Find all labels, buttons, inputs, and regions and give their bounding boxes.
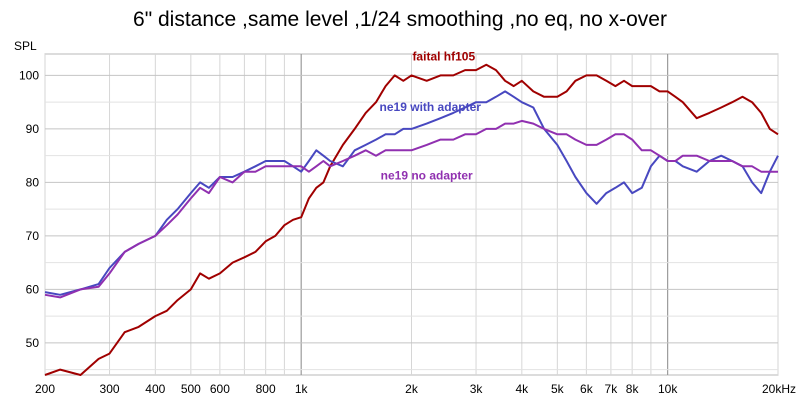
x-tick-label: 3k [470, 382, 484, 396]
series-lines [44, 63, 779, 376]
x-tick-label: 300 [100, 382, 120, 396]
y-tick-label: 90 [26, 122, 40, 136]
y-tick-label: 50 [26, 336, 40, 350]
x-tick-label: 20kHz [762, 382, 796, 396]
y-tick-label: 60 [26, 282, 40, 296]
x-tick-label: 800 [256, 382, 276, 396]
series-label-1: faital hf105 [412, 49, 475, 63]
x-tick-label: 2k [405, 382, 419, 396]
x-tick-label: 7k [605, 382, 619, 396]
series-label-3: ne19 no adapter [381, 169, 473, 183]
series-line-1 [44, 63, 779, 376]
x-tick-label: 400 [145, 382, 165, 396]
y-tick-label: 80 [26, 175, 40, 189]
x-tick-label: 500 [181, 382, 201, 396]
y-axis-label: SPL [14, 39, 37, 53]
axes: 50 60 70 80 90 100 SPL 200 300 400 500 600 800 1k 2k 3k… [14, 39, 796, 396]
x-tick-label: 600 [210, 382, 230, 396]
series-labels: faital hf105 ne19 with adapter ne19 no ada… [380, 49, 482, 182]
grid [44, 53, 779, 376]
x-tick-label: 8k [626, 382, 640, 396]
chart-title: 6" distance ,same level ,1/24 smoothing … [133, 8, 667, 31]
y-tick-label: 70 [26, 229, 40, 243]
x-tick-label: 5k [551, 382, 565, 396]
x-tick-label: 1k [295, 382, 309, 396]
x-tick-label: 10k [658, 382, 678, 396]
x-tick-label: 4k [515, 382, 529, 396]
series-label-2: ne19 with adapter [380, 100, 482, 114]
x-tick-label: 6k [580, 382, 594, 396]
x-tick-label: 200 [35, 382, 55, 396]
series-line-3 [44, 119, 778, 299]
y-tick-label: 100 [19, 68, 39, 82]
